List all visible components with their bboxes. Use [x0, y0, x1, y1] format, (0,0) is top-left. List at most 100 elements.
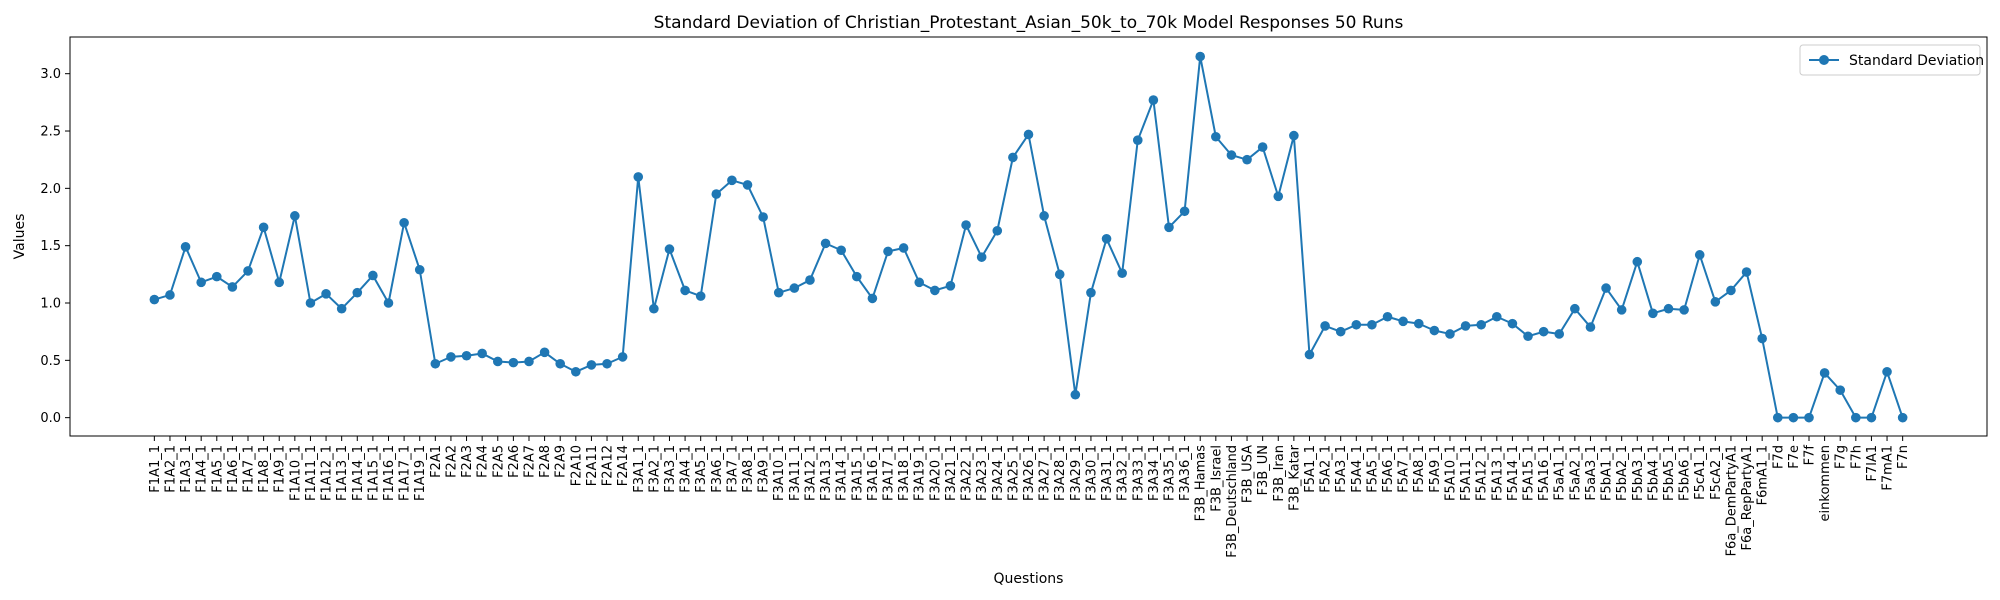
data-point	[649, 303, 659, 314]
x-tick-label: F1A14_1	[351, 445, 366, 501]
x-tick-label: F5A14_1	[1506, 445, 1521, 501]
data-point	[1304, 349, 1315, 360]
data-point	[555, 358, 566, 369]
data-point	[368, 270, 378, 281]
x-tick-label: F2A8	[538, 445, 553, 478]
data-point	[1601, 283, 1611, 293]
x-tick-label: F2A5	[491, 445, 506, 478]
data-point	[1070, 389, 1081, 400]
x-tick-label: F3A30_1	[1084, 445, 1099, 501]
x-axis: F1A1_1 F1A2_1 F1A3_1 F1A4_1 F1A5_1 F1A6_1 F1A7…	[148, 436, 1911, 558]
plot-area	[69, 36, 1988, 437]
data-point	[1616, 305, 1627, 315]
x-tick-label: F3A31_1	[1100, 445, 1115, 501]
x-tick-label: F1A8_1	[257, 445, 272, 493]
data-point	[492, 356, 503, 367]
data-point	[1273, 191, 1284, 202]
data-point	[1882, 366, 1892, 377]
x-tick-label: F2A2	[444, 445, 459, 478]
data-point	[758, 212, 768, 222]
x-tick-label: F3A8_1	[741, 445, 756, 493]
x-tick-label: F3B_Israel	[1209, 445, 1224, 512]
x-tick-label: F5A5_1	[1365, 445, 1380, 493]
x-tick-label: F2A9	[554, 445, 569, 478]
data-point	[867, 293, 878, 304]
x-tick-label: F3A25_1	[1006, 445, 1021, 501]
x-axis-title: Questions	[994, 571, 1064, 587]
x-tick-label: F1A5_1	[210, 445, 225, 493]
x-tick-label: F1A13_1	[335, 445, 350, 501]
data-point	[836, 245, 846, 256]
legend-label: Standard Deviation	[1849, 53, 1984, 69]
data-point	[1023, 129, 1034, 140]
y-tick-label: 0.0	[40, 411, 61, 426]
x-tick-label: F2A14	[616, 445, 631, 486]
x-tick-label: F3A20_1	[928, 445, 943, 501]
data-point	[1851, 412, 1861, 423]
data-point	[1507, 318, 1518, 329]
data-point	[1164, 222, 1174, 233]
data-point	[1226, 150, 1237, 160]
data-point	[414, 264, 425, 275]
x-tick-label: F1A9_1	[273, 445, 288, 493]
x-tick-label: F3A16_1	[866, 445, 881, 501]
x-tick-label: F2A10	[569, 445, 584, 486]
x-tick-label: F7d	[1771, 445, 1786, 469]
data-point	[1413, 318, 1424, 329]
data-point	[1101, 233, 1112, 244]
x-tick-label: F2A11	[585, 445, 600, 486]
legend-marker-swatch	[1819, 55, 1829, 65]
data-point	[571, 366, 581, 377]
x-tick-label: F3A32_1	[1116, 445, 1131, 501]
data-point	[711, 189, 722, 199]
data-point	[773, 287, 784, 298]
x-tick-label: F5A9_1	[1428, 445, 1443, 493]
data-point	[617, 352, 628, 362]
x-tick-label: F1A15_1	[366, 445, 381, 501]
x-tick-label: F1A16_1	[382, 445, 397, 501]
x-tick-label: F5A13_1	[1490, 445, 1505, 501]
data-point	[602, 358, 612, 369]
y-tick-label: 3.0	[40, 67, 61, 82]
data-point	[1257, 142, 1268, 152]
x-tick-label: F3A5_1	[694, 445, 709, 493]
x-tick-label: F5bA1_1	[1600, 445, 1615, 501]
x-tick-label: F5cA1_1	[1693, 445, 1708, 500]
x-tick-label: F5bA2_1	[1615, 445, 1630, 501]
data-point	[227, 282, 238, 292]
x-tick-label: F3A13_1	[819, 445, 834, 501]
x-tick-label: F3A27_1	[1038, 445, 1053, 501]
data-point	[742, 180, 753, 190]
data-point	[383, 298, 394, 308]
x-tick-label: F3A4_1	[679, 445, 694, 493]
x-tick-label: F5cA2_1	[1709, 445, 1724, 500]
x-tick-label: F1A11_1	[304, 445, 319, 501]
x-tick-label: F3A17_1	[882, 445, 897, 501]
data-point	[1663, 303, 1674, 314]
x-tick-label: F5bA4_1	[1646, 445, 1661, 501]
legend-box	[1799, 44, 1981, 76]
data-point	[1757, 333, 1767, 344]
data-point	[1335, 326, 1346, 337]
x-tick-label: F2A4	[476, 445, 491, 478]
x-tick-label: F1A7_1	[242, 445, 257, 493]
data-point	[1117, 268, 1127, 278]
data-point	[1648, 308, 1658, 319]
x-tick-label: F3A36_1	[1178, 445, 1193, 501]
x-tick-label: F5aA1_1	[1553, 445, 1568, 501]
data-point	[1179, 206, 1190, 217]
x-tick-label: F5A6_1	[1381, 445, 1396, 493]
x-tick-label: F1A10_1	[288, 445, 303, 501]
data-point	[1726, 285, 1736, 296]
data-point	[1445, 329, 1455, 339]
data-point	[477, 348, 487, 359]
x-tick-label: F3A18_1	[897, 445, 912, 501]
x-tick-label: F1A3_1	[179, 445, 194, 493]
data-point	[1491, 311, 1502, 322]
data-point	[1289, 130, 1299, 141]
x-tick-label: F3A2_1	[647, 445, 662, 493]
data-point	[883, 246, 893, 257]
data-point	[180, 242, 191, 252]
x-tick-label: F3A24_1	[991, 445, 1006, 501]
